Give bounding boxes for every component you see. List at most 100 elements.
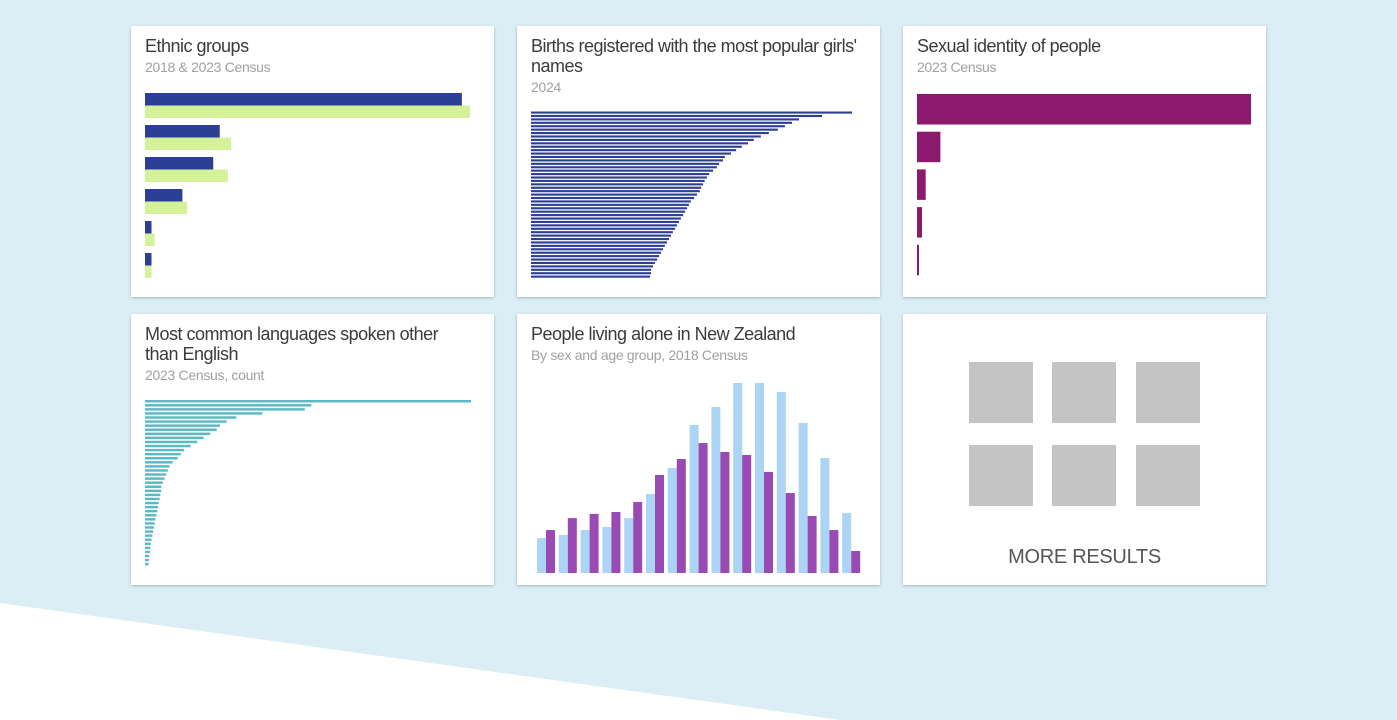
more-results-label: MORE RESULTS [1008, 546, 1161, 568]
bar-48 [531, 275, 651, 278]
bar-10 [145, 440, 198, 444]
bar-39 [531, 244, 665, 247]
bar-13 [145, 452, 181, 456]
bar-Series-B-7 [698, 443, 708, 573]
bar-36 [145, 546, 151, 550]
bar-20 [145, 481, 163, 484]
bar-4 [917, 244, 920, 276]
bar-0 [917, 94, 1251, 125]
bar-2 [917, 169, 926, 200]
bar-14 [531, 159, 723, 162]
bar-1 [531, 114, 823, 118]
bar-30 [531, 214, 684, 217]
bar-Series-A-14 [842, 512, 852, 573]
bar-Series-A-8 [711, 406, 721, 573]
bar-9 [531, 142, 748, 145]
card-languages[interactable]: Most common languages spoken other than … [131, 314, 494, 585]
bar-Series-A-5 [646, 493, 655, 573]
thumbnail-tile [969, 362, 1033, 423]
bar-Series-A-11 [776, 391, 786, 573]
bar-Series-A-0 [537, 538, 546, 573]
bar-17 [145, 469, 168, 472]
card-girls-names[interactable]: Births registered with the most popular … [517, 26, 880, 297]
bar-2023-4 [145, 233, 155, 246]
card-title-text: Births registered with the most popular … [531, 36, 857, 76]
bar-22 [145, 489, 162, 493]
bar-41 [531, 251, 662, 254]
card-subtitle: 2024 [531, 79, 561, 95]
card-living-alone[interactable]: People living alone in New Zealand By se… [517, 314, 880, 585]
bar-2023-1 [145, 137, 232, 150]
card-title-text: Ethnic groups [145, 36, 249, 56]
bar-2 [145, 408, 305, 411]
bar-38 [531, 241, 668, 244]
bar-12 [531, 152, 731, 155]
thumbnail-tile [969, 445, 1033, 506]
bar-1 [145, 404, 312, 407]
bar-1 [917, 131, 941, 163]
bar-28 [145, 514, 157, 517]
bar-4 [531, 125, 785, 128]
bar-25 [531, 196, 695, 200]
bar-Series-A-9 [733, 383, 743, 573]
bar-Series-B-10 [764, 471, 773, 573]
bar-7 [145, 428, 217, 431]
bar-18 [531, 173, 710, 176]
bar-8 [145, 432, 211, 436]
bar-5 [145, 420, 227, 423]
bar-Series-B-11 [785, 493, 795, 573]
thumbnail-tile [1136, 445, 1200, 506]
bar-Series-B-4 [633, 501, 643, 573]
bar-43 [531, 258, 658, 261]
card-subtitle: 2023 Census, count [145, 367, 265, 383]
bar-40 [145, 562, 149, 566]
card-title: Ethnic groups 2018 & 2023 Census [145, 36, 475, 77]
bar-Series-A-13 [820, 458, 830, 573]
more-results-card[interactable]: MORE RESULTS [903, 314, 1266, 585]
bar-32 [531, 220, 679, 224]
bar-8 [531, 138, 754, 141]
bar-44 [531, 261, 655, 265]
bar-29 [531, 210, 686, 213]
bar-2018-3 [145, 189, 183, 202]
bar-Series-A-2 [580, 530, 590, 573]
bar-34 [145, 538, 152, 541]
card-sexual-identity[interactable]: Sexual identity of people 2023 Census [903, 26, 1266, 297]
bar-2018-4 [145, 221, 152, 234]
bar-35 [145, 542, 151, 546]
bar-2023-3 [145, 201, 188, 214]
card-ethnic-groups[interactable]: Ethnic groups 2018 & 2023 Census [131, 26, 494, 297]
bar-2018-5 [145, 253, 152, 266]
bar-4 [145, 416, 237, 419]
card-title: Most common languages spoken other than … [145, 324, 475, 385]
bar-38 [145, 554, 150, 558]
bar-5 [531, 128, 778, 131]
thumbnail-tile [1052, 362, 1116, 423]
bar-0 [145, 400, 471, 403]
bar-21 [145, 485, 162, 488]
card-title: Births registered with the most popular … [531, 36, 861, 97]
bar-24 [531, 193, 697, 196]
bar-Series-B-8 [720, 451, 730, 573]
bar-15 [531, 162, 720, 165]
bar-3 [917, 207, 923, 238]
thumbnail-tile [1136, 362, 1200, 423]
bar-42 [531, 255, 660, 258]
bar-7 [531, 135, 761, 138]
bar-14 [145, 457, 178, 460]
bar-19 [531, 176, 707, 179]
card-title: Sexual identity of people 2023 Census [917, 36, 1247, 77]
card-title-text: People living alone in New Zealand [531, 324, 796, 344]
chart-ethnic-groups [145, 93, 470, 278]
bar-40 [531, 248, 663, 251]
bar-26 [531, 200, 691, 203]
bar-3 [531, 121, 792, 124]
bar-21 [531, 183, 704, 186]
bar-2023-2 [145, 169, 228, 182]
bar-2023-5 [145, 265, 152, 278]
card-subtitle: By sex and age group, 2018 Census [531, 347, 748, 363]
bar-23 [531, 190, 700, 193]
bar-27 [531, 203, 689, 206]
bar-Series-A-3 [602, 527, 612, 573]
bar-12 [145, 448, 185, 452]
